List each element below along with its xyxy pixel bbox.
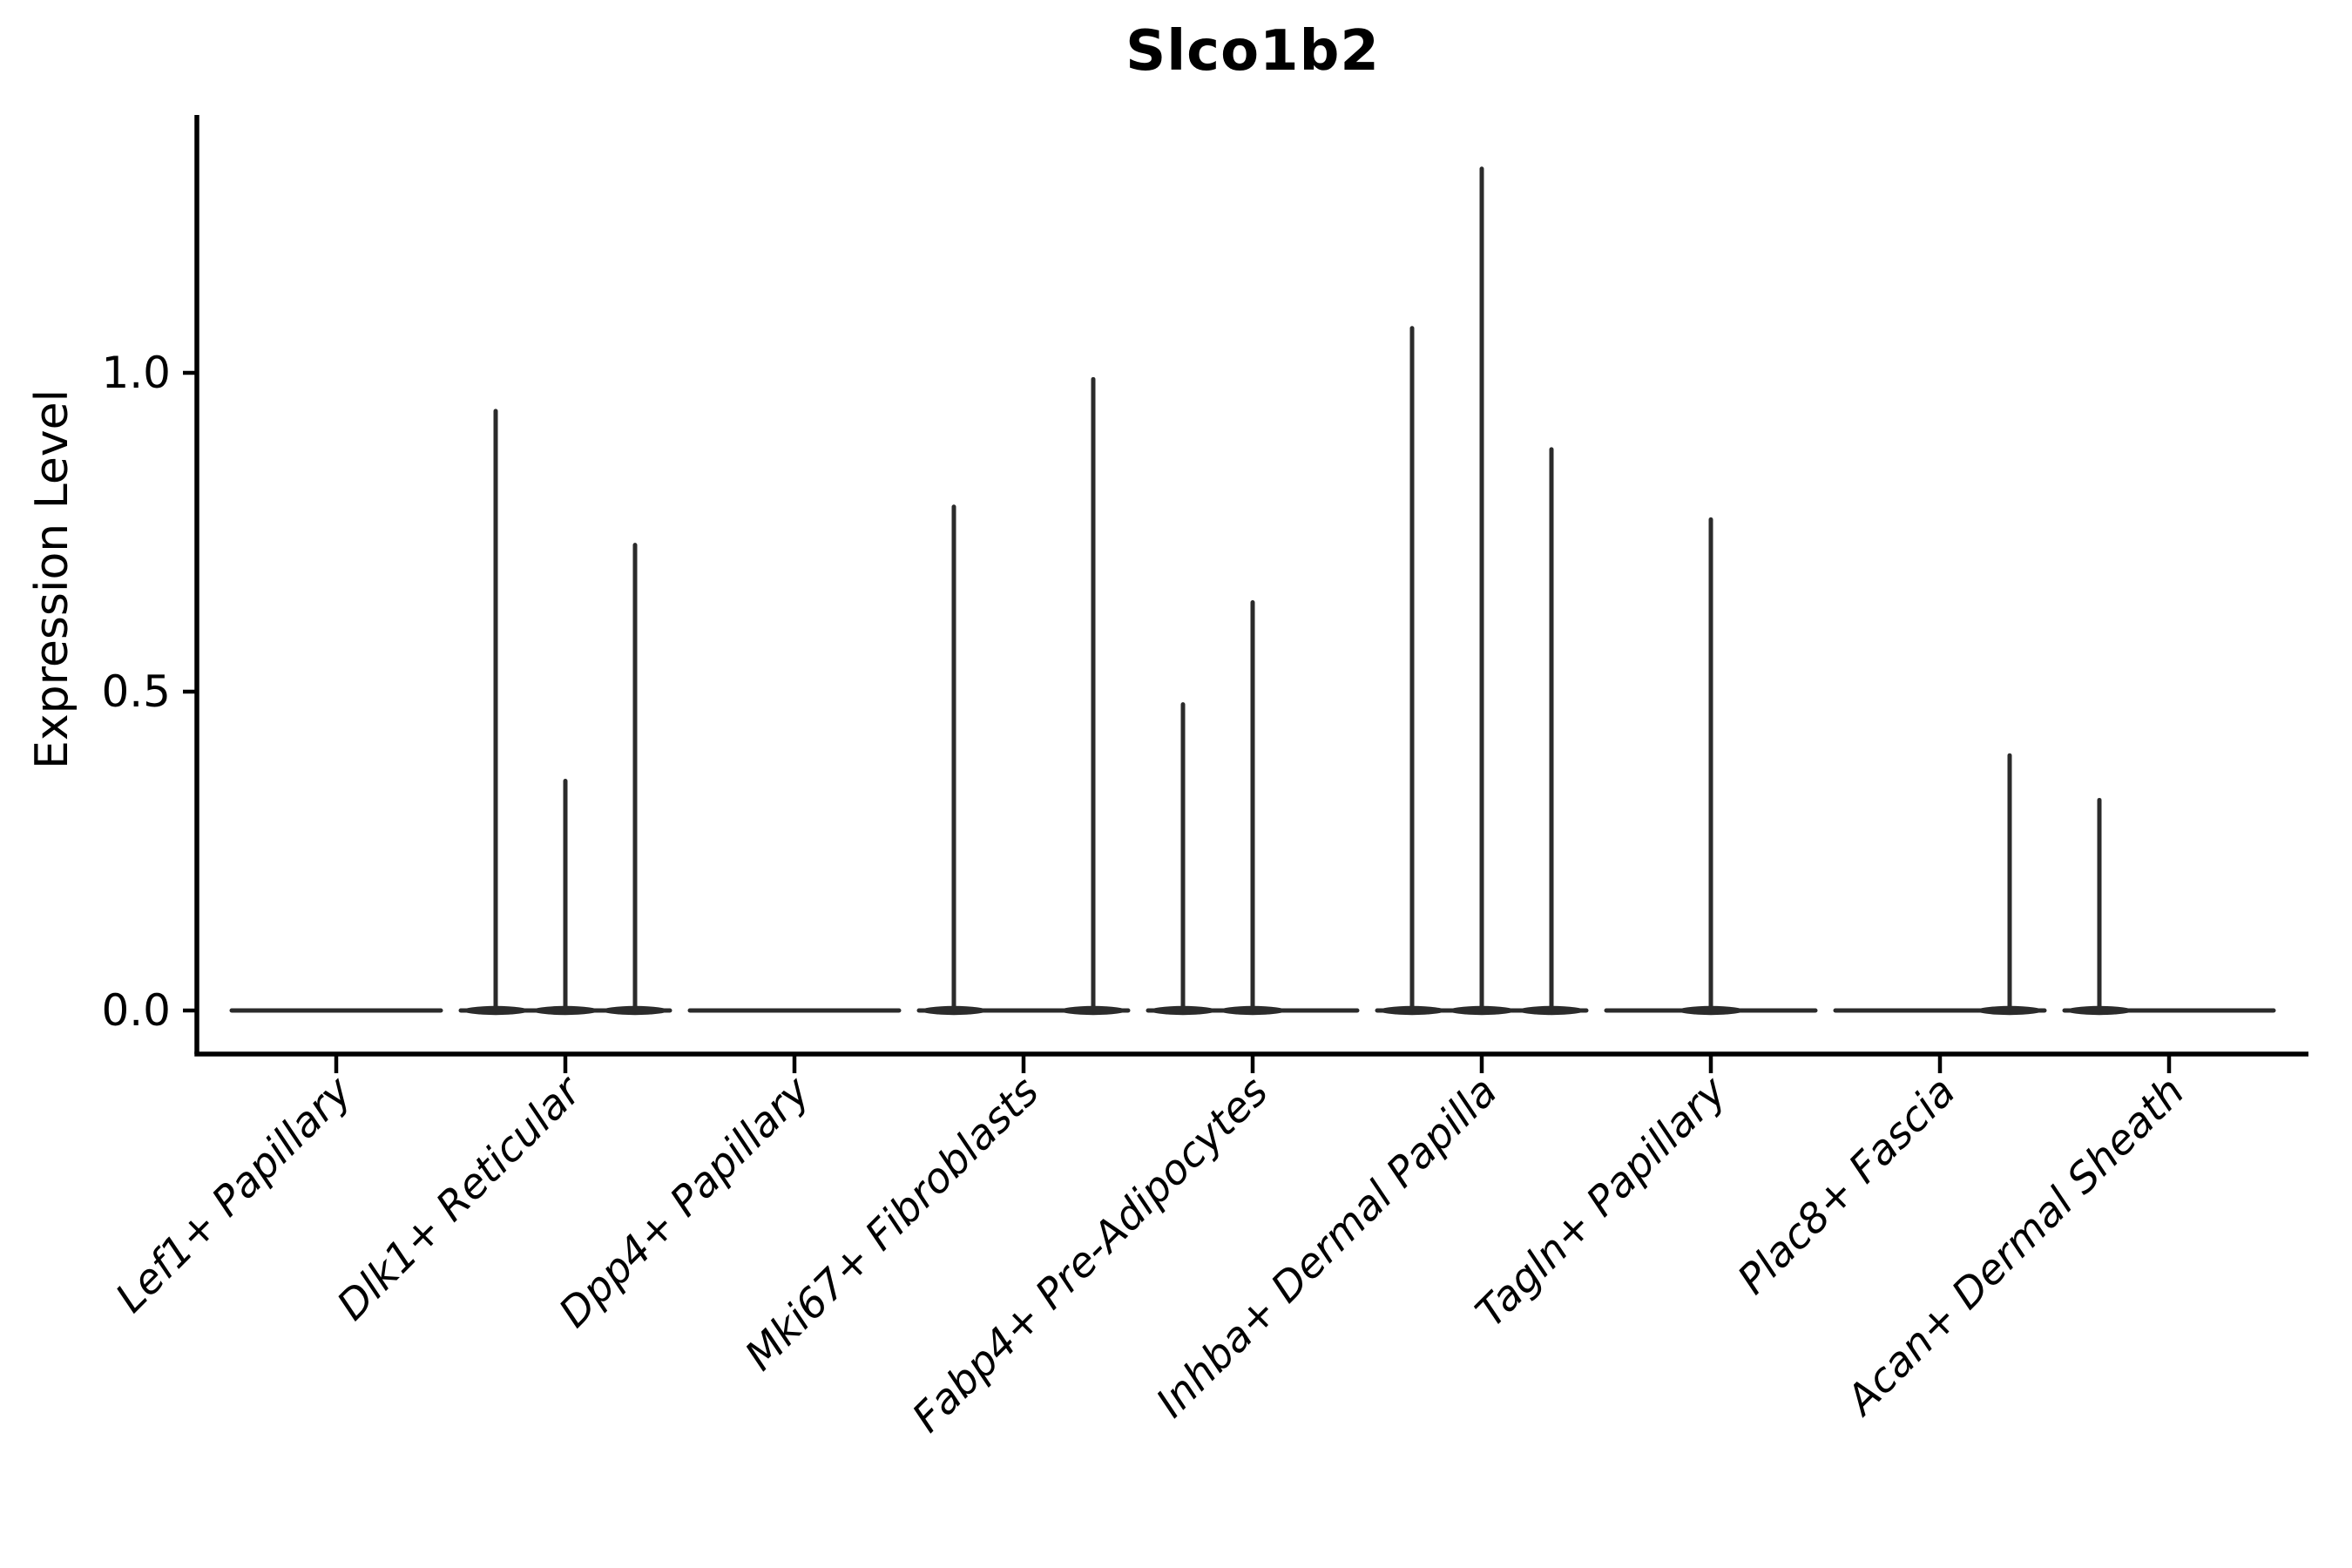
x-tick-label: Dpp4+ Papillary bbox=[550, 1067, 820, 1337]
x-tick-label: Tagln+ Papillary bbox=[1467, 1067, 1737, 1337]
y-tick-label: 1.0 bbox=[101, 348, 171, 398]
chart-title: Slco1b2 bbox=[1125, 19, 1380, 84]
y-tick-label: 0.5 bbox=[101, 666, 171, 717]
x-tick-label: Dlk1+ Reticular bbox=[328, 1066, 592, 1330]
x-tick-label: Lef1+ Papillary bbox=[106, 1067, 362, 1322]
y-tick-label: 0.0 bbox=[101, 985, 171, 1036]
x-tick-label: Plac8+ Fascia bbox=[1728, 1068, 1964, 1304]
